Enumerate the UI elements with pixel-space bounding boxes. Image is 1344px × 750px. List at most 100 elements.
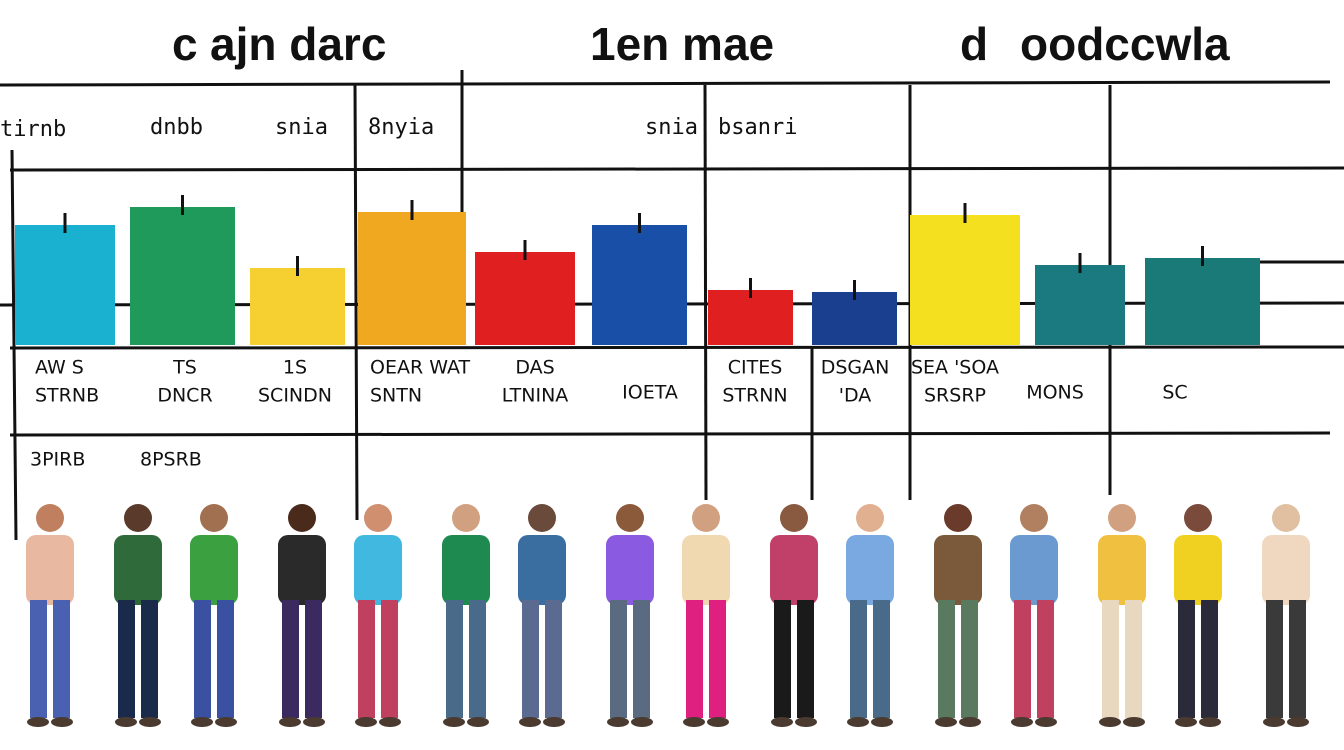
- shoe: [1099, 717, 1121, 727]
- footer-label: 3PIRB: [30, 449, 85, 471]
- leg: [305, 600, 322, 718]
- shoe: [1011, 717, 1033, 727]
- torso: [1010, 535, 1058, 605]
- leg: [850, 600, 867, 718]
- cell-label: SCINDN: [258, 385, 332, 407]
- shoe: [795, 717, 817, 727]
- shoe: [683, 717, 705, 727]
- person: [1174, 504, 1222, 727]
- person: [934, 504, 982, 727]
- leg: [282, 600, 299, 718]
- shoe: [51, 717, 73, 727]
- leg: [1178, 600, 1195, 718]
- leg: [938, 600, 955, 718]
- leg: [194, 600, 211, 718]
- person: [278, 504, 326, 727]
- title-part: 1en mae: [590, 18, 774, 70]
- bar-shape: [130, 207, 235, 345]
- head: [200, 504, 228, 532]
- shoe: [543, 717, 565, 727]
- title-part: c: [172, 18, 198, 70]
- cell-label: SC: [1162, 382, 1187, 404]
- bar-shape: [592, 225, 687, 345]
- leg: [118, 600, 135, 718]
- bar-shape: [812, 292, 897, 345]
- bar-shape: [250, 268, 345, 345]
- cell-label: IOETA: [622, 382, 678, 404]
- people: [26, 504, 1310, 727]
- leg: [30, 600, 47, 718]
- person: [1098, 504, 1146, 727]
- person: [846, 504, 894, 727]
- shoe: [935, 717, 957, 727]
- header-label: snia: [275, 115, 328, 140]
- person: [770, 504, 818, 727]
- torso: [1174, 535, 1222, 605]
- leg: [1266, 600, 1283, 718]
- grid-line: [353, 84, 359, 521]
- shoe: [379, 717, 401, 727]
- title-part: ajn darc: [210, 18, 386, 70]
- person: [606, 504, 654, 727]
- shoe: [355, 717, 377, 727]
- person: [1262, 504, 1310, 727]
- cell-label: DAS: [515, 357, 554, 379]
- bar-shape: [708, 290, 793, 345]
- shoe: [279, 717, 301, 727]
- title-part: oodccwla: [1020, 18, 1230, 70]
- bar-shape: [1145, 258, 1260, 345]
- bar-shape: [475, 252, 575, 345]
- shoe: [191, 717, 213, 727]
- shoe: [139, 717, 161, 727]
- leg: [446, 600, 463, 718]
- leg: [1102, 600, 1119, 718]
- torso: [1262, 535, 1310, 605]
- head: [1108, 504, 1136, 532]
- grid-line: [9, 166, 1344, 172]
- leg: [1125, 600, 1142, 718]
- cell-label: CITES: [728, 357, 783, 379]
- leg: [53, 600, 70, 718]
- leg: [686, 600, 703, 718]
- shoe: [771, 717, 793, 727]
- cell-label: DSGAN: [821, 357, 890, 379]
- leg: [522, 600, 539, 718]
- leg: [1037, 600, 1054, 718]
- leg: [1014, 600, 1031, 718]
- bar-shape: [358, 212, 466, 345]
- cell-label: DNCR: [157, 385, 212, 407]
- grid-line: [10, 149, 18, 541]
- head: [1020, 504, 1048, 532]
- shoe: [631, 717, 653, 727]
- head: [856, 504, 884, 532]
- cell-label: LTNINA: [502, 385, 569, 407]
- shoe: [1123, 717, 1145, 727]
- shoe: [847, 717, 869, 727]
- cell-label: SRSRP: [924, 385, 986, 407]
- header-label: bsanri: [718, 115, 797, 140]
- cell-label: TS: [172, 357, 197, 379]
- torso: [770, 535, 818, 605]
- bar-shape: [910, 215, 1020, 345]
- torso: [354, 535, 402, 605]
- cell-label: STRNB: [35, 385, 99, 407]
- leg: [797, 600, 814, 718]
- shoe: [1035, 717, 1057, 727]
- torso: [1098, 535, 1146, 605]
- bars: [15, 195, 1260, 345]
- header-label: tirnb: [0, 117, 66, 142]
- head: [944, 504, 972, 532]
- leg: [709, 600, 726, 718]
- leg: [1289, 600, 1306, 718]
- shoe: [467, 717, 489, 727]
- torso: [114, 535, 162, 605]
- shoe: [115, 717, 137, 727]
- footer-label: 8PSRB: [140, 449, 202, 471]
- leg: [141, 600, 158, 718]
- shoe: [1199, 717, 1221, 727]
- cell-label: 1S: [283, 357, 307, 379]
- head: [364, 504, 392, 532]
- grid-line: [703, 84, 708, 501]
- leg: [961, 600, 978, 718]
